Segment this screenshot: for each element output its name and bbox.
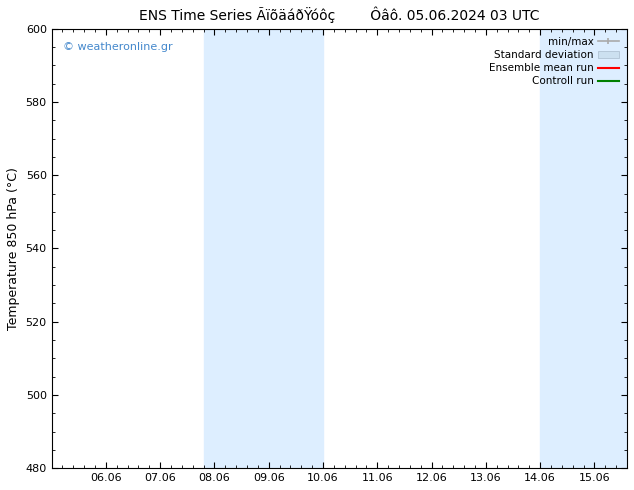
Text: © weatheronline.gr: © weatheronline.gr: [63, 42, 172, 52]
Bar: [204, 29, 323, 468]
Y-axis label: Temperature 850 hPa (°C): Temperature 850 hPa (°C): [7, 167, 20, 330]
Bar: [540, 29, 627, 468]
Legend: min/max, Standard deviation, Ensemble mean run, Controll run: min/max, Standard deviation, Ensemble me…: [486, 34, 622, 90]
Title: ENS Time Series ÃïõäáðŸóôç        Ôâô. 05.06.2024 03 UTC: ENS Time Series ÃïõäáðŸóôç Ôâô. 05.06.20…: [139, 7, 540, 24]
